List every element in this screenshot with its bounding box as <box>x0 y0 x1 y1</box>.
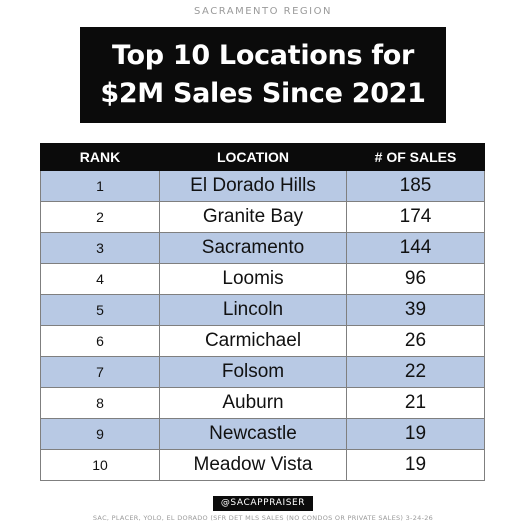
location-cell: Newcastle <box>159 418 347 450</box>
table-header-row: RANK LOCATION # OF SALES <box>40 143 485 171</box>
rank-cell: 5 <box>40 294 160 326</box>
title-line-1: Top 10 Locations for <box>111 40 415 71</box>
title-line-2: $2M Sales Since 2021 <box>100 78 426 109</box>
rank-cell: 6 <box>40 325 160 357</box>
location-cell: Auburn <box>159 387 347 419</box>
rank-cell: 8 <box>40 387 160 419</box>
location-cell: Loomis <box>159 263 347 295</box>
rank-cell: 3 <box>40 232 160 264</box>
social-handle-badge: @SACAPPRAISER <box>213 496 313 511</box>
sales-cell: 22 <box>346 356 485 388</box>
sales-cell: 39 <box>346 294 485 326</box>
rank-cell: 4 <box>40 263 160 295</box>
table-row: 1 El Dorado Hills 185 <box>40 170 485 202</box>
sales-cell: 185 <box>346 170 485 202</box>
rank-cell: 10 <box>40 449 160 481</box>
title-box: Top 10 Locations for $2M Sales Since 202… <box>80 27 446 123</box>
sales-cell: 21 <box>346 387 485 419</box>
location-cell: Folsom <box>159 356 347 388</box>
region-label: SACRAMENTO REGION <box>194 6 332 17</box>
column-header-rank: RANK <box>40 143 160 171</box>
table-row: 9 Newcastle 19 <box>40 418 485 450</box>
column-header-sales: # OF SALES <box>346 143 485 171</box>
table-row: 2 Granite Bay 174 <box>40 201 485 233</box>
table-row: 6 Carmichael 26 <box>40 325 485 357</box>
location-cell: El Dorado Hills <box>159 170 347 202</box>
sales-cell: 26 <box>346 325 485 357</box>
rank-cell: 7 <box>40 356 160 388</box>
location-cell: Lincoln <box>159 294 347 326</box>
table-body: 1 El Dorado Hills 185 2 Granite Bay 174 3 Sacra… <box>40 170 485 481</box>
table-row: 3 Sacramento 144 <box>40 232 485 264</box>
location-cell: Granite Bay <box>159 201 347 233</box>
rank-cell: 1 <box>40 170 160 202</box>
table-row: 8 Auburn 21 <box>40 387 485 419</box>
table-row: 10 Meadow Vista 19 <box>40 449 485 481</box>
table-row: 4 Loomis 96 <box>40 263 485 295</box>
location-cell: Meadow Vista <box>159 449 347 481</box>
sales-cell: 144 <box>346 232 485 264</box>
sales-cell: 19 <box>346 449 485 481</box>
sales-cell: 174 <box>346 201 485 233</box>
location-cell: Carmichael <box>159 325 347 357</box>
sales-cell: 19 <box>346 418 485 450</box>
table-row: 5 Lincoln 39 <box>40 294 485 326</box>
rank-cell: 2 <box>40 201 160 233</box>
rank-cell: 9 <box>40 418 160 450</box>
rankings-table: RANK LOCATION # OF SALES 1 El Dorado Hill… <box>40 143 485 481</box>
table-row: 7 Folsom 22 <box>40 356 485 388</box>
column-header-location: LOCATION <box>159 143 347 171</box>
source-note: SAC, PLACER, YOLO, EL DORADO (SFR DET ML… <box>92 514 434 522</box>
sales-cell: 96 <box>346 263 485 295</box>
location-cell: Sacramento <box>159 232 347 264</box>
